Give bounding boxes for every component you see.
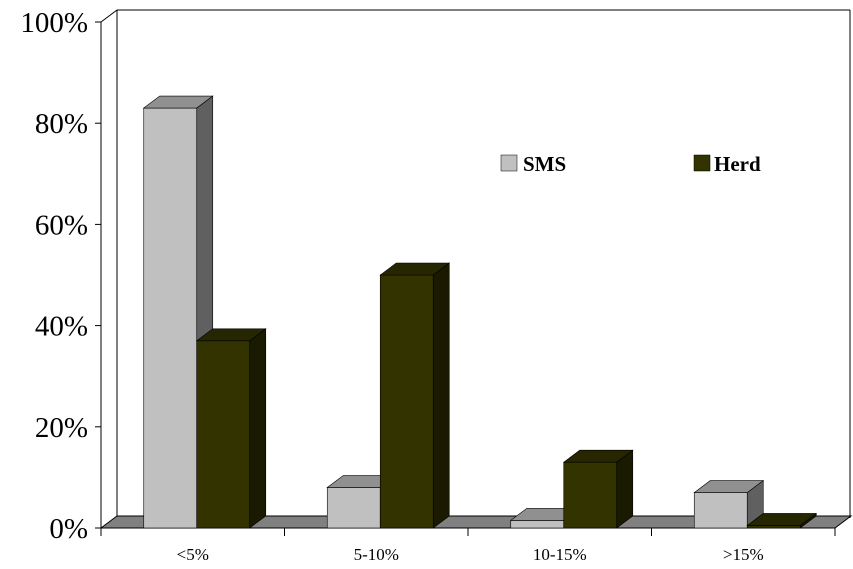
bar-side xyxy=(249,328,267,529)
bar-top xyxy=(693,480,765,493)
bar-side xyxy=(616,449,634,529)
bar-side xyxy=(432,262,450,529)
x-tick-label: 10-15% xyxy=(533,545,587,564)
legend-swatch-sms xyxy=(500,154,518,172)
bar-top xyxy=(746,513,818,526)
bar-sms-3 xyxy=(693,479,765,529)
bar-front xyxy=(746,525,801,529)
legend-swatch-herd xyxy=(693,154,711,172)
y-tick-label: 20% xyxy=(35,412,88,444)
bar-front xyxy=(196,340,251,529)
bar-herd-2 xyxy=(562,449,634,529)
bar-herd-3 xyxy=(746,512,818,529)
bar-front xyxy=(326,487,381,529)
bar-front xyxy=(379,274,434,529)
legend-label-herd: Herd xyxy=(714,152,761,176)
y-tick-label: 0% xyxy=(49,513,88,545)
y-tick-label: 100% xyxy=(20,7,88,39)
x-tick-label: 5-10% xyxy=(354,545,399,564)
legend-label-sms: SMS xyxy=(523,152,566,176)
bar-top xyxy=(195,328,267,342)
bar-top xyxy=(562,449,634,463)
bar-front xyxy=(563,461,618,529)
bar-top xyxy=(379,262,451,276)
x-tick-label: >15% xyxy=(723,545,764,564)
bar-top xyxy=(142,95,214,109)
y-tick-label: 80% xyxy=(35,108,88,140)
x-tick-label: <5% xyxy=(177,545,209,564)
bar-front xyxy=(693,492,748,529)
y-tick-label: 40% xyxy=(35,311,88,343)
bar-herd-1 xyxy=(379,262,451,529)
y-tick-label: 60% xyxy=(35,209,88,241)
bar-front xyxy=(510,520,565,529)
bar-front xyxy=(143,107,198,529)
legend: SMS Herd xyxy=(500,152,761,176)
x-axis-ticks: <5% 5-10% 10-15% >15% xyxy=(100,528,836,564)
bar-herd-0 xyxy=(195,328,267,529)
depth-top-left xyxy=(100,9,118,23)
bars xyxy=(142,95,818,529)
y-axis-ticks: 0% 20% 40% 60% 80% 100% xyxy=(20,7,101,545)
